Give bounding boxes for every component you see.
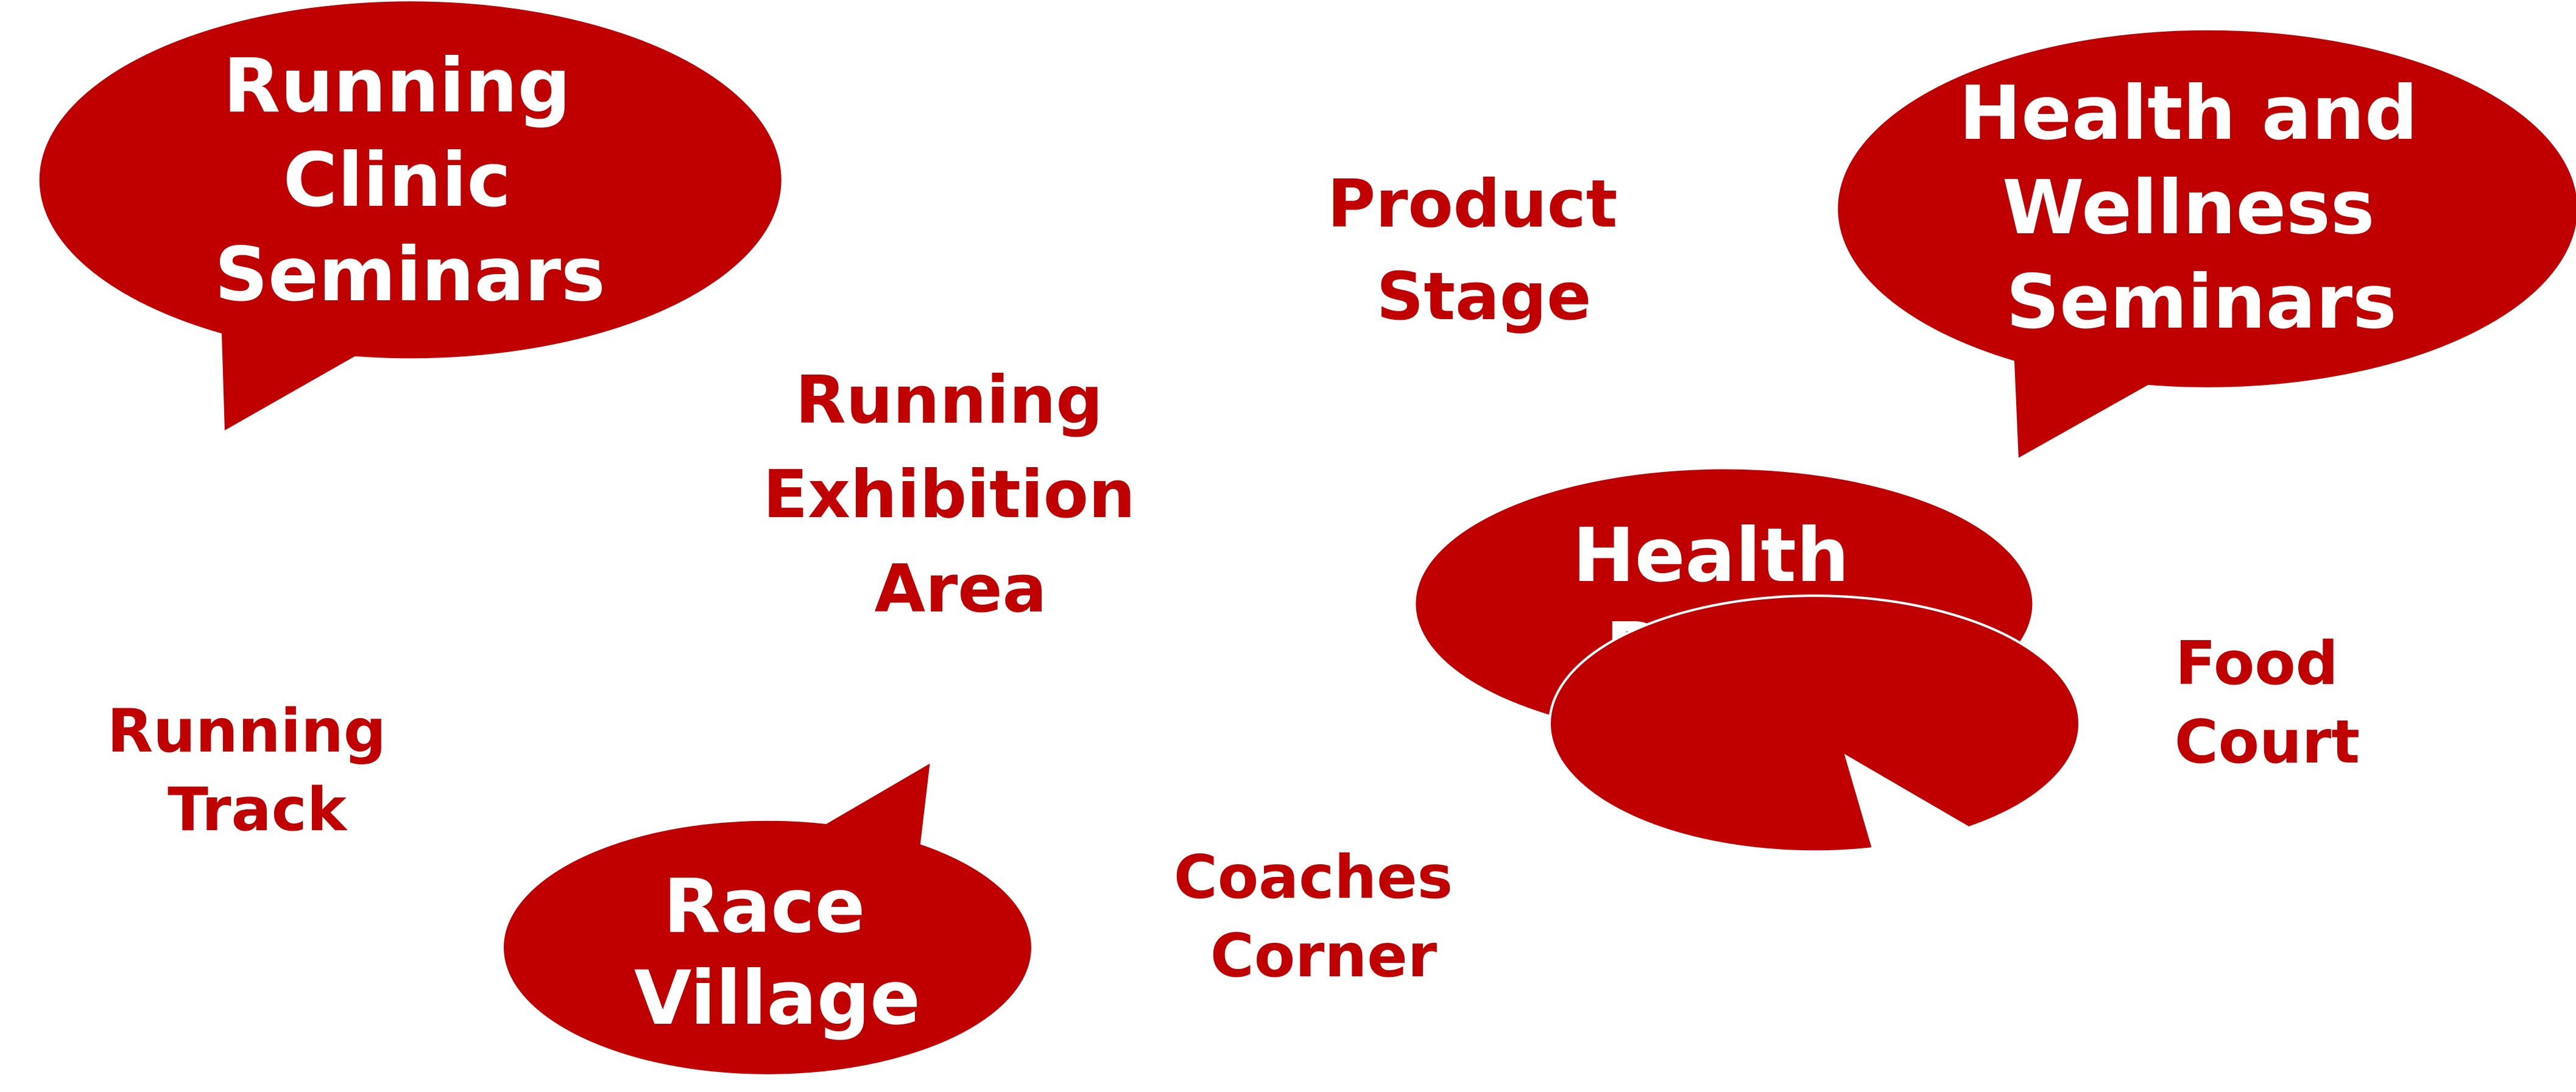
bubble-charity: Charity — [1548, 594, 2183, 994]
bubble-line: Running — [224, 43, 571, 129]
bubble-running-clinic-seminars: Running Clinic Seminars — [37, 0, 784, 435]
svg-text:Race Village: Race Village — [634, 863, 920, 1041]
bubble-line: Seminars — [2006, 259, 2397, 345]
label-product-stage: Product Stage — [1327, 166, 1640, 335]
label-line: Area — [875, 551, 1047, 627]
bubble-line: Health and — [1959, 70, 2418, 157]
bubble-line: Race — [663, 863, 865, 949]
svg-text:Health and Wellness: Health and Wellness Seminars — [1959, 70, 2444, 345]
label-line: Running — [107, 697, 386, 766]
label-line: Food — [2175, 629, 2338, 699]
bubble-race-village: Race Village — [501, 759, 1034, 1077]
label-food-court: Food Court — [2175, 629, 2360, 777]
svg-text:Charity: Charity — [1879, 907, 2183, 994]
label-line: Product — [1327, 166, 1617, 242]
label-line: Coaches — [1174, 843, 1453, 912]
speech-bubble-shape — [37, 0, 784, 435]
bubble-line: Charity — [1879, 907, 2183, 994]
label-line: Track — [168, 775, 348, 845]
bubble-line: Wellness — [2002, 164, 2374, 251]
bubble-line: Clinic — [283, 137, 511, 224]
label-line: Running — [796, 362, 1103, 439]
speech-bubble-shape — [1548, 594, 2081, 853]
label-line: Court — [2175, 708, 2360, 777]
label-line: Stage — [1377, 259, 1592, 335]
svg-text:Running Clinic Sem: Running Clinic Seminars — [214, 43, 605, 318]
label-line: Corner — [1210, 921, 1438, 991]
label-running-track: Running Track — [107, 697, 407, 845]
bubble-line: Seminars — [214, 231, 605, 318]
label-running-exhibition-area: Running Exhibition Area — [763, 362, 1158, 627]
label-line: Exhibition — [763, 457, 1135, 533]
bubble-line: Village — [634, 955, 920, 1041]
speech-bubble-shape — [1835, 27, 2576, 462]
bubble-line: Health — [1573, 512, 1849, 599]
speech-bubble-shape — [501, 759, 1034, 1077]
label-coaches-corner: Coaches Corner — [1174, 843, 1473, 991]
bubble-health-and-wellness-seminars: Health and Wellness Seminars — [1835, 27, 2576, 462]
